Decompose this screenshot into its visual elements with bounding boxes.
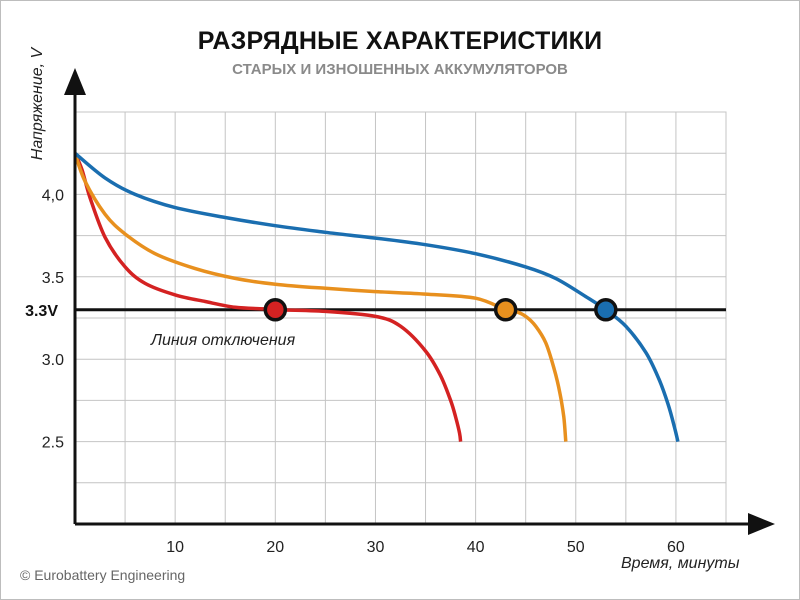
cutoff-line-annotation: Линия отключения	[150, 332, 296, 349]
x-tick-label: 60	[667, 539, 685, 556]
cutoff-marker-2	[493, 298, 518, 322]
cutoff-marker-3	[594, 298, 618, 322]
x-axis-label: Время, минуты	[621, 555, 740, 572]
cutoff-markers	[263, 298, 618, 322]
y-axis-arrow-icon	[64, 68, 86, 95]
axes	[64, 68, 775, 535]
y-axis-label: Напряжение, V	[29, 47, 46, 161]
x-axis-arrow-icon	[748, 513, 775, 535]
series-lines	[75, 151, 680, 442]
series-line-2	[75, 152, 568, 442]
grid-lines	[74, 111, 727, 525]
x-tick-label: 30	[367, 539, 385, 556]
x-tick-label: 20	[266, 539, 284, 556]
tick-labels: 10 20 30 40 50 60 4,0 3.5 3.0 2.5	[42, 187, 685, 556]
y-tick-label: 3.5	[42, 270, 64, 287]
cutoff-voltage-label: 3.3V	[25, 303, 58, 320]
copyright-credit: © Eurobattery Engineering	[20, 567, 186, 583]
cutoff-marker-1	[263, 298, 288, 322]
x-tick-label: 10	[166, 539, 184, 556]
x-tick-label: 50	[567, 539, 585, 556]
x-tick-label: 40	[467, 539, 485, 556]
y-tick-label: 3.0	[42, 352, 64, 369]
y-tick-label: 2.5	[42, 435, 64, 452]
chart-title: РАЗРЯДНЫЕ ХАРАКТЕРИСТИКИ	[197, 27, 603, 55]
chart-subtitle: СТАРЫХ И ИЗНОШЕННЫХ АККУМУЛЯТОРОВ	[232, 61, 568, 78]
series-line-1	[75, 152, 463, 442]
series-line-3	[75, 151, 680, 442]
y-tick-label: 4,0	[42, 187, 64, 204]
